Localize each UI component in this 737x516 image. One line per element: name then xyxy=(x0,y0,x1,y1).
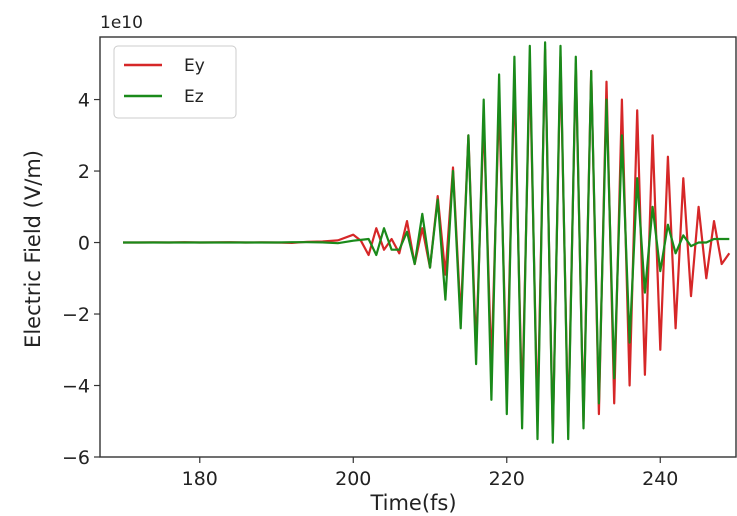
legend-label-ey: Ey xyxy=(184,56,205,76)
x-ticks: 180 200 220 240 xyxy=(182,457,678,490)
y-tick-label: −6 xyxy=(62,447,90,469)
x-axis-label: Time(fs) xyxy=(369,491,456,515)
y-tick-label: 2 xyxy=(78,161,90,183)
legend: Ey Ez xyxy=(113,45,237,119)
legend-box xyxy=(113,45,237,119)
x-tick-label: 220 xyxy=(489,468,525,490)
y-tick-label: −4 xyxy=(62,376,90,398)
axes-frame xyxy=(99,36,737,458)
series-line-ez xyxy=(123,41,730,444)
x-tick-label: 200 xyxy=(335,468,371,490)
y-tick-label: 4 xyxy=(78,90,90,112)
legend-label-ez: Ez xyxy=(184,87,204,107)
y-tick-label: −2 xyxy=(62,304,90,326)
series-layer xyxy=(123,41,731,444)
x-tick-label: 240 xyxy=(642,468,678,490)
y-offset-text: 1e10 xyxy=(100,13,143,33)
y-ticks: −6 −4 −2 0 2 4 xyxy=(62,90,100,469)
x-tick-label: 180 xyxy=(182,468,218,490)
y-axis-label: Electric Field (V/m) xyxy=(21,150,45,348)
y-tick-label: 0 xyxy=(78,233,90,255)
